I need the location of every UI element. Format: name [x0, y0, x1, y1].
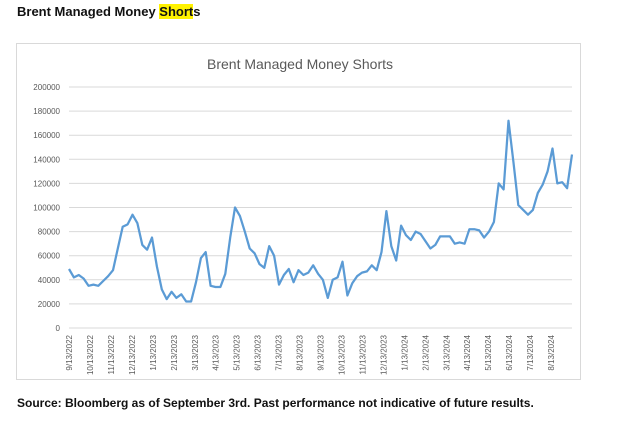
- x-tick-label: 7/13/2023: [275, 334, 284, 370]
- x-tick-label: 8/13/2023: [296, 334, 305, 370]
- y-tick-label: 40000: [38, 276, 61, 285]
- x-tick-label: 12/13/2023: [379, 334, 388, 375]
- x-tick-label: 3/13/2023: [191, 334, 200, 370]
- x-tick-label: 8/13/2024: [547, 334, 556, 370]
- x-tick-label: 1/13/2023: [149, 334, 158, 370]
- y-tick-label: 100000: [33, 204, 60, 213]
- y-tick-label: 140000: [33, 155, 60, 164]
- y-tick-label: 200000: [33, 83, 60, 92]
- x-tick-label: 6/13/2024: [505, 334, 514, 370]
- heading-suffix: s: [193, 4, 201, 19]
- x-tick-label: 9/13/2023: [317, 334, 326, 370]
- y-axis: 0 20000 40000 60000 80000 100000 120000 140000 1…: [33, 83, 60, 333]
- x-tick-label: 4/13/2023: [212, 334, 221, 370]
- x-tick-label: 2/13/2023: [170, 334, 179, 370]
- x-tick-label: 9/13/2022: [65, 334, 74, 370]
- x-tick-label: 7/13/2024: [526, 334, 535, 370]
- x-tick-label: 5/13/2024: [484, 334, 493, 370]
- x-tick-label: 10/13/2022: [86, 334, 95, 375]
- series-line: [68, 119, 574, 303]
- x-tick-label: 10/13/2023: [337, 334, 346, 375]
- x-tick-label: 4/13/2024: [463, 334, 472, 370]
- y-tick-label: 0: [56, 324, 61, 333]
- x-tick-label: 1/13/2024: [400, 334, 409, 370]
- y-tick-label: 120000: [33, 179, 60, 188]
- y-tick-label: 20000: [38, 300, 61, 309]
- y-tick-label: 80000: [38, 228, 61, 237]
- chart-frame: Brent Managed Money Shorts 0 20000 40000 60…: [16, 43, 581, 380]
- x-tick-label: 11/13/2023: [358, 334, 367, 374]
- x-tick-label: 2/13/2024: [421, 334, 430, 370]
- series-group: [68, 119, 574, 303]
- x-tick-label: 11/13/2022: [107, 334, 116, 374]
- source-note: Source: Bloomberg as of September 3rd. P…: [17, 396, 534, 410]
- x-tick-label: 12/13/2022: [128, 334, 137, 375]
- gridlines: [69, 86, 572, 329]
- y-tick-label: 160000: [33, 131, 60, 140]
- heading-prefix: Brent Managed Money: [17, 4, 160, 19]
- x-tick-label: 3/13/2024: [442, 334, 451, 370]
- y-tick-label: 180000: [33, 107, 60, 116]
- heading-highlight: Short: [159, 4, 194, 19]
- y-tick-label: 60000: [38, 252, 61, 261]
- page-heading: Brent Managed Money Shorts: [17, 4, 200, 19]
- line-chart: Brent Managed Money Shorts 0 20000 40000 60…: [33, 56, 574, 375]
- x-axis: 9/13/2022 10/13/2022 11/13/2022 12/13/2022 1…: [65, 334, 556, 375]
- x-tick-label: 5/13/2023: [233, 334, 242, 370]
- chart-title: Brent Managed Money Shorts: [207, 56, 393, 72]
- x-tick-label: 6/13/2023: [254, 334, 263, 370]
